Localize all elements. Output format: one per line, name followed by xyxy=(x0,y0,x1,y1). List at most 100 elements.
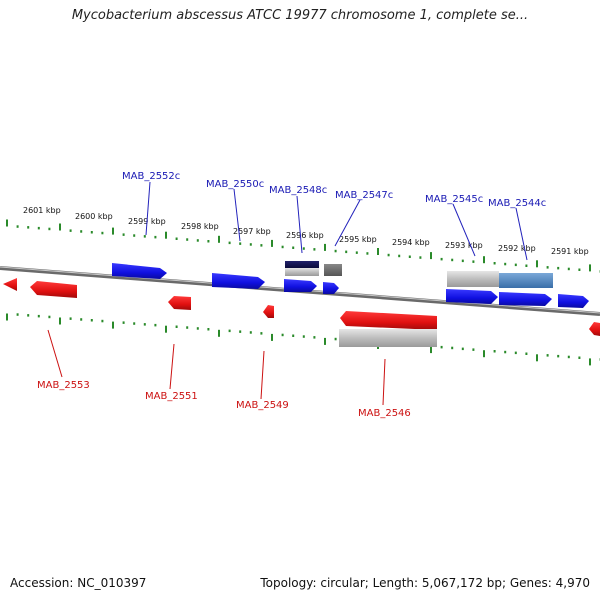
minor-tick xyxy=(292,246,295,249)
minor-tick xyxy=(90,231,93,234)
minor-tick xyxy=(440,257,443,261)
minor-tick xyxy=(525,352,528,355)
minor-tick xyxy=(472,348,475,351)
minor-tick xyxy=(302,247,305,250)
minor-tick xyxy=(419,256,422,259)
minor-tick xyxy=(207,240,210,243)
minor-tick xyxy=(281,245,284,249)
minor-tick xyxy=(567,267,570,271)
major-tick xyxy=(165,325,167,333)
gene-arrow-reverse[interactable] xyxy=(168,296,191,310)
minor-tick xyxy=(260,332,263,335)
gene-label[interactable]: MAB_2546 xyxy=(358,408,411,419)
gene-feature-dark[interactable] xyxy=(324,264,342,276)
gene-arrow-reverse[interactable] xyxy=(3,278,17,291)
minor-tick xyxy=(196,239,199,242)
gene-label[interactable]: MAB_2544c xyxy=(488,198,546,209)
gene-label[interactable]: MAB_2547c xyxy=(335,190,393,201)
minor-tick xyxy=(80,230,83,233)
minor-tick xyxy=(292,334,295,337)
minor-tick xyxy=(239,330,242,333)
minor-tick xyxy=(186,326,189,329)
minor-tick xyxy=(133,234,136,237)
minor-tick xyxy=(504,262,507,266)
minor-tick xyxy=(398,254,401,258)
minor-tick xyxy=(122,233,125,236)
minor-tick xyxy=(546,354,549,357)
kbp-label: 2594 kbp xyxy=(392,238,430,247)
gene-arrow-forward[interactable] xyxy=(112,263,167,279)
major-tick xyxy=(536,354,538,362)
minor-tick xyxy=(122,321,125,324)
gene-arrow-reverse[interactable] xyxy=(30,281,77,298)
minor-tick xyxy=(80,318,83,321)
minor-tick xyxy=(504,350,507,354)
kbp-label: 2592 kbp xyxy=(498,244,536,253)
kbp-label: 2598 kbp xyxy=(181,222,219,231)
gene-label[interactable]: MAB_2550c xyxy=(206,179,264,190)
minor-tick xyxy=(196,327,199,330)
minor-tick xyxy=(249,243,252,246)
major-tick xyxy=(589,358,591,366)
gene-label[interactable]: MAB_2553 xyxy=(37,380,90,391)
minor-tick xyxy=(37,226,40,230)
major-tick xyxy=(324,337,326,345)
gene-arrow-reverse[interactable] xyxy=(263,305,274,318)
lower-gene-leaders xyxy=(47,329,386,406)
kbp-label: 2593 kbp xyxy=(445,241,483,250)
gene-arrow-forward[interactable] xyxy=(323,282,339,294)
gene-label[interactable]: MAB_2548c xyxy=(269,185,327,196)
minor-tick xyxy=(207,328,210,331)
major-tick xyxy=(483,256,485,264)
gene-arrow-forward[interactable] xyxy=(499,292,552,306)
minor-tick xyxy=(345,250,348,254)
minor-tick xyxy=(90,319,93,322)
minor-tick xyxy=(48,315,51,319)
accession-info: Accession: NC_010397 xyxy=(10,576,147,590)
gene-arrow-reverse[interactable] xyxy=(589,322,600,336)
minor-tick xyxy=(101,319,104,323)
minor-tick xyxy=(69,317,72,320)
gene-feature-steel[interactable] xyxy=(499,273,553,288)
gene-label[interactable]: MAB_2549 xyxy=(236,400,289,411)
gene-label[interactable]: MAB_2545c xyxy=(425,194,483,205)
minor-tick xyxy=(27,314,30,317)
gene-label[interactable]: MAB_2551 xyxy=(145,391,198,402)
minor-tick xyxy=(69,229,72,232)
minor-tick xyxy=(101,231,104,235)
gene-arrow-forward[interactable] xyxy=(212,273,265,289)
minor-tick xyxy=(175,237,178,240)
lower-tick-ruler xyxy=(6,313,600,366)
minor-tick xyxy=(175,325,178,328)
minor-tick xyxy=(440,345,443,349)
minor-tick xyxy=(143,235,146,238)
minor-tick xyxy=(228,329,231,333)
gene-arrow-reverse[interactable] xyxy=(340,311,437,330)
upper-tick-ruler xyxy=(6,219,600,273)
minor-tick xyxy=(493,262,496,265)
minor-tick xyxy=(154,323,157,327)
gene-label[interactable]: MAB_2552c xyxy=(122,171,180,182)
forward-strand-genes xyxy=(112,261,589,308)
gene-feature-grey[interactable] xyxy=(339,329,437,347)
minor-tick xyxy=(578,356,581,359)
major-tick xyxy=(218,329,220,337)
minor-tick xyxy=(16,313,19,316)
minor-tick xyxy=(260,244,263,247)
minor-tick xyxy=(493,350,496,353)
gene-feature-dark[interactable] xyxy=(285,261,319,268)
minor-tick xyxy=(334,337,337,341)
minor-tick xyxy=(239,242,242,245)
upper-gene-leaders xyxy=(145,181,528,261)
major-tick xyxy=(430,346,432,354)
minor-tick xyxy=(355,251,358,254)
gene-arrow-forward[interactable] xyxy=(446,289,498,304)
gene-feature-grey[interactable] xyxy=(285,268,319,276)
gene-feature-grey[interactable] xyxy=(447,271,499,287)
gene-arrow-forward[interactable] xyxy=(558,294,589,308)
gene-arrow-forward[interactable] xyxy=(284,279,317,292)
minor-tick xyxy=(366,252,369,255)
minor-tick xyxy=(302,335,305,338)
